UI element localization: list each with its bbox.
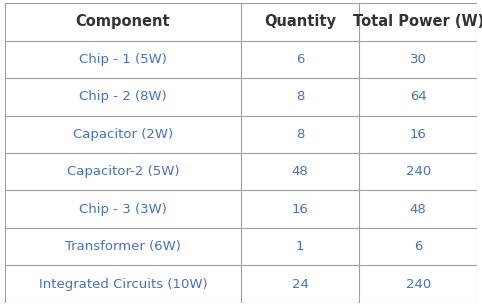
Text: 30: 30 [410, 53, 427, 66]
Text: 64: 64 [410, 90, 427, 103]
Text: 240: 240 [405, 278, 431, 291]
Text: Chip - 1 (5W): Chip - 1 (5W) [79, 53, 167, 66]
Text: Component: Component [76, 14, 170, 29]
Text: 8: 8 [296, 90, 304, 103]
Text: 240: 240 [405, 165, 431, 178]
Text: Transformer (6W): Transformer (6W) [65, 240, 181, 253]
Text: Total Power (W): Total Power (W) [352, 14, 482, 29]
Text: Integrated Circuits (10W): Integrated Circuits (10W) [39, 278, 207, 291]
Text: 1: 1 [296, 240, 304, 253]
Text: 48: 48 [410, 203, 427, 216]
Text: 48: 48 [292, 165, 308, 178]
Text: Chip - 2 (8W): Chip - 2 (8W) [79, 90, 167, 103]
Text: Capacitor-2 (5W): Capacitor-2 (5W) [67, 165, 179, 178]
Text: 16: 16 [410, 128, 427, 141]
Text: 6: 6 [296, 53, 304, 66]
Text: 6: 6 [414, 240, 422, 253]
Text: 16: 16 [292, 203, 308, 216]
Text: 8: 8 [296, 128, 304, 141]
Text: Quantity: Quantity [264, 14, 336, 29]
Text: Chip - 3 (3W): Chip - 3 (3W) [79, 203, 167, 216]
Text: Capacitor (2W): Capacitor (2W) [73, 128, 173, 141]
Text: 24: 24 [292, 278, 308, 291]
